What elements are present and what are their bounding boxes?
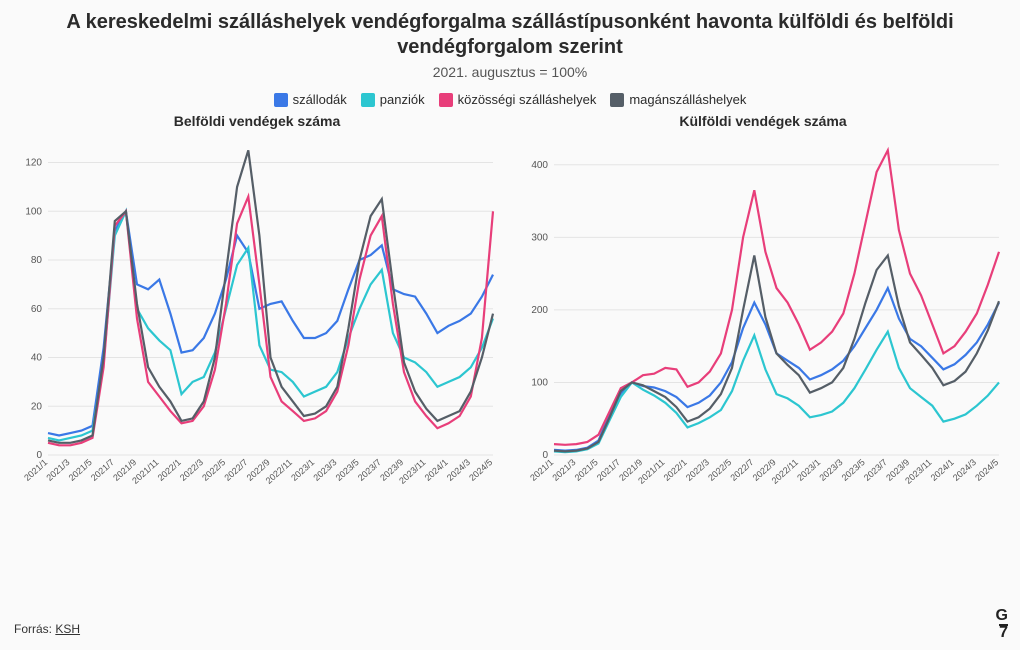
legend-label: magánszálláshelyek xyxy=(629,92,746,107)
series-magan xyxy=(48,150,493,443)
svg-text:2021/5: 2021/5 xyxy=(67,457,94,483)
legend-label: panziók xyxy=(380,92,425,107)
svg-text:100: 100 xyxy=(25,206,42,217)
svg-text:2023/3: 2023/3 xyxy=(311,457,338,483)
svg-text:2022/1: 2022/1 xyxy=(662,457,689,483)
svg-text:2022/7: 2022/7 xyxy=(222,457,249,483)
svg-text:2024/5: 2024/5 xyxy=(973,457,1000,483)
svg-text:2024/5: 2024/5 xyxy=(467,457,494,483)
chart-title: A kereskedelmi szálláshelyek vendégforga… xyxy=(14,10,1006,60)
svg-text:100: 100 xyxy=(531,377,548,388)
legend-label: szállodák xyxy=(293,92,347,107)
legend-swatch xyxy=(361,93,375,107)
svg-text:2021/5: 2021/5 xyxy=(573,457,600,483)
svg-text:300: 300 xyxy=(531,232,548,243)
legend-item-szallodak: szállodák xyxy=(274,92,347,107)
svg-text:2023/3: 2023/3 xyxy=(817,457,844,483)
svg-text:2022/5: 2022/5 xyxy=(200,457,227,483)
panel-left-title: Belföldi vendégek száma xyxy=(14,113,500,129)
chart-subtitle: 2021. augusztus = 100% xyxy=(14,64,1006,80)
svg-text:2021/7: 2021/7 xyxy=(89,457,116,483)
legend-item-magan: magánszálláshelyek xyxy=(610,92,746,107)
svg-text:2021/3: 2021/3 xyxy=(44,457,71,483)
svg-text:200: 200 xyxy=(531,305,548,316)
publisher-logo: G7 xyxy=(996,609,1008,640)
svg-text:2021/3: 2021/3 xyxy=(550,457,577,483)
svg-text:80: 80 xyxy=(31,255,43,266)
svg-text:2022/5: 2022/5 xyxy=(706,457,733,483)
legend-item-kozossegi: közösségi szálláshelyek xyxy=(439,92,597,107)
legend-swatch xyxy=(610,93,624,107)
svg-text:2023/5: 2023/5 xyxy=(334,457,361,483)
source-prefix: Forrás: xyxy=(14,622,55,636)
svg-text:2023/1: 2023/1 xyxy=(795,457,822,483)
line-chart: 0204060801001202021/12021/32021/52021/72… xyxy=(14,135,499,505)
svg-text:2022/7: 2022/7 xyxy=(728,457,755,483)
svg-text:2022/1: 2022/1 xyxy=(156,457,183,483)
legend-label: közösségi szálláshelyek xyxy=(458,92,597,107)
svg-text:2024/3: 2024/3 xyxy=(445,457,472,483)
svg-text:2024/1: 2024/1 xyxy=(929,457,956,483)
svg-text:120: 120 xyxy=(25,158,42,169)
svg-text:2022/3: 2022/3 xyxy=(178,457,205,483)
svg-text:400: 400 xyxy=(531,160,548,171)
line-chart: 01002003004002021/12021/32021/52021/7202… xyxy=(520,135,1005,505)
legend: szállodák panziók közösségi szálláshelyek m… xyxy=(14,92,1006,107)
svg-text:2023/7: 2023/7 xyxy=(356,457,383,483)
svg-text:2024/1: 2024/1 xyxy=(423,457,450,483)
svg-text:60: 60 xyxy=(31,304,43,315)
legend-item-panziok: panziók xyxy=(361,92,425,107)
svg-text:2023/7: 2023/7 xyxy=(862,457,889,483)
panel-right-title: Külföldi vendégek száma xyxy=(520,113,1006,129)
series-kozossegi xyxy=(554,150,999,445)
svg-text:2023/5: 2023/5 xyxy=(840,457,867,483)
panel-right: Külföldi vendégek száma 0100200300400202… xyxy=(520,113,1006,505)
svg-text:40: 40 xyxy=(31,353,43,364)
legend-swatch xyxy=(274,93,288,107)
svg-text:2023/1: 2023/1 xyxy=(289,457,316,483)
svg-text:2024/3: 2024/3 xyxy=(951,457,978,483)
legend-swatch xyxy=(439,93,453,107)
source-link[interactable]: KSH xyxy=(55,622,80,636)
svg-text:2022/3: 2022/3 xyxy=(684,457,711,483)
svg-text:20: 20 xyxy=(31,401,43,412)
svg-text:2021/7: 2021/7 xyxy=(595,457,622,483)
source-footer: Forrás: KSH xyxy=(14,622,80,636)
panel-left: Belföldi vendégek száma 0204060801001202… xyxy=(14,113,500,505)
